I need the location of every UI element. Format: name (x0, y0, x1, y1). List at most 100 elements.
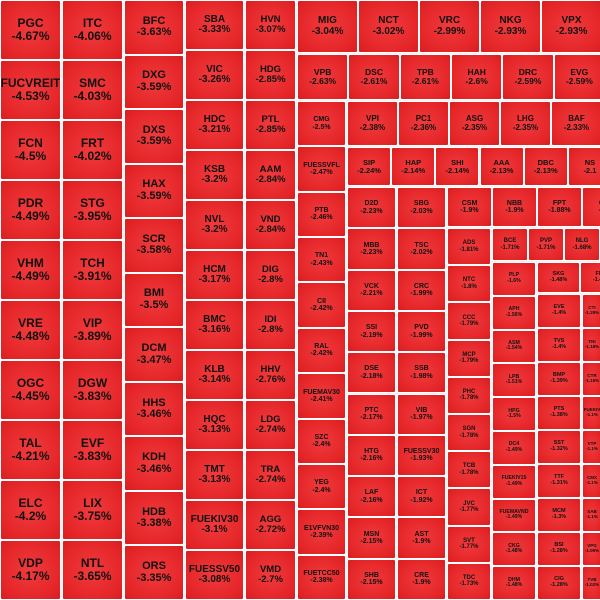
stock-tile[interactable]: SIP -2.24% (347, 147, 392, 186)
stock-tile[interactable]: VTP -1.1% (582, 430, 600, 464)
stock-tile[interactable]: EVE -1.4% (537, 294, 581, 328)
stock-tile[interactable]: YEG -2.4% (297, 463, 346, 510)
stock-tile[interactable]: SKG -1.48% (537, 262, 580, 293)
stock-tile[interactable]: HHV -2.76% (245, 350, 296, 400)
stock-tile[interactable]: FUEMAV30 -2.41% (297, 373, 346, 419)
stock-tile[interactable]: PDR -4.49% (0, 180, 61, 240)
stock-tile[interactable]: PTL -2.85% (245, 100, 296, 150)
stock-tile[interactable]: PTC -2.17% (347, 393, 396, 435)
stock-tile[interactable]: D2D -2.23% (347, 187, 396, 229)
stock-tile[interactable]: TSC -2.02% (397, 228, 446, 270)
stock-tile[interactable]: CII -2.42% (297, 282, 346, 328)
stock-tile[interactable]: BMP -1.39% (537, 362, 581, 396)
stock-tile[interactable]: CRE -1.9% (397, 558, 446, 600)
stock-tile[interactable]: BSI -1.28% (537, 532, 581, 566)
stock-tile[interactable]: VPI -2.38% (347, 101, 398, 146)
stock-tile[interactable]: DBC -2.13% (523, 147, 568, 186)
stock-tile[interactable]: VPG -1.05% (582, 532, 600, 566)
stock-tile[interactable]: VRE -4.48% (0, 300, 61, 360)
stock-tile[interactable]: TCH -3.91% (62, 240, 123, 300)
stock-tile[interactable]: AAM -2.84% (245, 150, 296, 200)
stock-tile[interactable]: BFC -3.63% (124, 0, 184, 55)
stock-tile[interactable]: CKG -1.48% (492, 532, 536, 567)
stock-tile[interactable]: SBG -2.03% (397, 187, 446, 229)
stock-tile[interactable]: IDI -2.8% (245, 300, 296, 350)
stock-tile[interactable]: ELC -4.2% (0, 480, 61, 540)
stock-tile[interactable]: NS -2.1 (567, 147, 600, 186)
stock-tile[interactable]: NCT -3.02% (358, 0, 419, 53)
stock-tile[interactable]: DIG -2.8% (245, 250, 296, 300)
stock-tile[interactable]: SST -1.32% (537, 430, 581, 464)
stock-tile[interactable]: FPT -1.88% (537, 187, 582, 227)
stock-tile[interactable]: AST -1.9% (397, 517, 446, 559)
stock-tile[interactable]: TRA -2.74% (245, 450, 296, 500)
stock-tile[interactable]: NTC -1.8% (447, 265, 491, 303)
stock-tile[interactable]: MIG -3.04% (297, 0, 358, 53)
stock-tile[interactable]: EVF -3.83% (62, 420, 123, 480)
stock-tile[interactable]: SBA -3.33% (185, 0, 244, 50)
stock-tile[interactable]: FUEKIV -1.1% (582, 396, 600, 430)
stock-tile[interactable]: BMI -3.5% (124, 272, 184, 328)
stock-tile[interactable]: ICT -1.92% (397, 476, 446, 518)
stock-tile[interactable]: PC1 -2.36% (398, 101, 449, 146)
stock-tile[interactable]: SGN -1.78% (447, 414, 491, 452)
stock-tile[interactable]: OGC -4.45% (0, 360, 61, 420)
stock-tile[interactable]: BAF -2.33% (551, 101, 600, 146)
stock-tile[interactable]: BMC -3.16% (185, 300, 244, 350)
stock-tile[interactable]: HQC -3.13% (185, 400, 244, 450)
stock-tile[interactable]: DSC -2.61% (348, 54, 400, 100)
stock-tile[interactable]: NLG -1.68% (564, 228, 600, 261)
stock-tile[interactable]: TVS -1.4% (537, 328, 581, 362)
stock-tile[interactable]: PVP -1.71% (528, 228, 564, 261)
stock-tile[interactable]: TDC -1.73% (447, 562, 491, 600)
stock-tile[interactable]: ASM -1.54% (492, 329, 536, 364)
stock-tile[interactable]: VPB -2.63% (297, 54, 349, 100)
stock-tile[interactable]: VIC -3.26% (185, 50, 244, 100)
stock-tile[interactable]: PHC -1.78% (447, 376, 491, 414)
stock-tile[interactable]: HDG -2.85% (245, 50, 296, 100)
stock-tile[interactable]: HCM -3.17% (185, 250, 244, 300)
stock-tile[interactable]: SMC -4.03% (62, 60, 123, 120)
stock-tile[interactable]: MSN -2.15% (347, 517, 396, 559)
stock-tile[interactable]: TN1 -2.43% (297, 237, 346, 283)
stock-tile[interactable]: SSB -1.98% (397, 352, 446, 394)
stock-tile[interactable]: VND -2.84% (245, 200, 296, 250)
stock-tile[interactable]: HAX -3.59% (124, 163, 184, 219)
stock-tile[interactable]: MBB -2.23% (347, 228, 396, 270)
stock-tile[interactable]: PGC -4.67% (0, 0, 61, 60)
stock-tile[interactable]: CRC -1.99% (397, 269, 446, 311)
stock-tile[interactable]: FUESSVFL -2.47% (297, 146, 346, 192)
stock-tile[interactable]: MCP -1.79% (447, 339, 491, 377)
stock-tile[interactable]: SVT -1.77% (447, 525, 491, 563)
stock-tile[interactable]: CIG -1.28% (537, 566, 581, 600)
stock-tile[interactable]: EVG -2.59% (553, 54, 600, 100)
stock-tile[interactable]: TPB -2.61% (399, 54, 451, 100)
stock-tile[interactable]: SCR -3.58% (124, 218, 184, 273)
stock-tile[interactable]: VIB -1.97% (397, 393, 446, 435)
stock-tile[interactable]: SSI -2.19% (347, 310, 396, 353)
stock-tile[interactable]: TCB -1.78% (447, 451, 491, 489)
stock-tile[interactable]: TAL -4.21% (0, 420, 61, 480)
stock-tile[interactable]: NBB -1.9% (492, 187, 537, 227)
stock-tile[interactable]: ADS -1.81% (447, 228, 491, 266)
stock-tile[interactable]: PVD -1.99% (397, 310, 446, 353)
stock-tile[interactable]: LPB -1.51% (492, 363, 536, 398)
stock-tile[interactable]: DGW -3.83% (62, 360, 123, 420)
stock-tile[interactable]: TMT -3.13% (185, 450, 244, 500)
stock-tile[interactable]: DXG -3.59% (124, 54, 184, 110)
stock-tile[interactable]: HAP -2.14% (391, 147, 436, 186)
stock-tile[interactable]: VIP -3.89% (62, 300, 123, 360)
stock-tile[interactable]: TTF -1.31% (537, 464, 581, 498)
stock-tile[interactable]: CMX -1.1% (582, 464, 600, 498)
stock-tile[interactable]: HDB -3.38% (124, 490, 184, 546)
stock-tile[interactable]: SZC -2.4% (297, 418, 346, 464)
stock-tile[interactable]: FCN -4.5% (0, 120, 61, 180)
stock-tile[interactable]: DRC -2.59% (502, 54, 554, 100)
stock-tile[interactable]: DC4 -1.49% (492, 431, 536, 465)
stock-tile[interactable]: HPG -1.5% (492, 397, 536, 431)
stock-tile[interactable]: VRC -2.99% (419, 0, 480, 53)
stock-tile[interactable]: CCC -1.79% (447, 302, 491, 340)
stock-tile[interactable]: KDH -3.46% (124, 436, 184, 491)
stock-tile[interactable]: VMD -2.7% (245, 550, 296, 600)
stock-tile[interactable]: DSE -2.18% (347, 352, 396, 394)
